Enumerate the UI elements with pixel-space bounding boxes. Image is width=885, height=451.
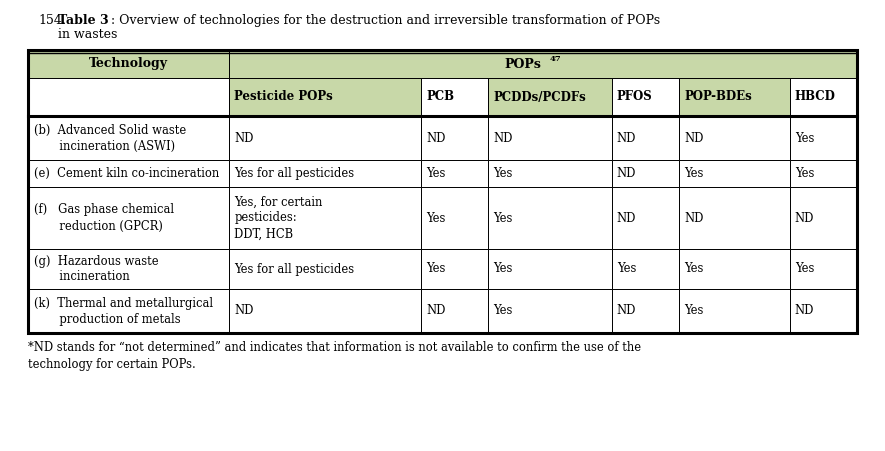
Text: ND: ND [795, 304, 814, 318]
Bar [421, 116, 489, 160]
Bar [679, 78, 789, 116]
Bar [229, 50, 857, 78]
Text: Yes: Yes [493, 304, 512, 318]
Bar [489, 187, 612, 249]
Text: PFOS: PFOS [617, 91, 652, 103]
Text: in wastes: in wastes [58, 28, 118, 41]
Bar [789, 78, 857, 116]
Bar [229, 249, 421, 289]
Text: Yes: Yes [426, 262, 445, 276]
Bar [229, 187, 421, 249]
Text: Technology: Technology [89, 57, 168, 70]
Bar [489, 116, 612, 160]
Text: Pesticide POPs: Pesticide POPs [235, 91, 333, 103]
Text: Yes for all pesticides: Yes for all pesticides [235, 167, 354, 180]
Bar [28, 116, 229, 160]
Text: Yes: Yes [684, 262, 704, 276]
Text: PCB: PCB [426, 91, 454, 103]
Text: 47: 47 [550, 55, 561, 63]
Text: Yes: Yes [493, 262, 512, 276]
Text: PCDDs/PCDFs: PCDDs/PCDFs [493, 91, 586, 103]
Text: Yes: Yes [684, 304, 704, 318]
Text: *ND stands for “not determined” and indicates that information is not available : *ND stands for “not determined” and indi… [28, 341, 641, 371]
Bar [28, 160, 229, 187]
Bar [679, 116, 789, 160]
Bar [612, 116, 679, 160]
Bar [612, 289, 679, 333]
Text: (f)   Gas phase chemical
       reduction (GPCR): (f) Gas phase chemical reduction (GPCR) [34, 203, 174, 233]
Text: ND: ND [493, 132, 512, 144]
Bar [789, 289, 857, 333]
Text: (g)  Hazardous waste
       incineration: (g) Hazardous waste incineration [34, 254, 158, 284]
Bar [612, 160, 679, 187]
Bar [421, 289, 489, 333]
Bar [489, 289, 612, 333]
Bar [28, 289, 229, 333]
Bar [679, 160, 789, 187]
Text: Yes: Yes [426, 167, 445, 180]
Text: Yes: Yes [795, 132, 814, 144]
Text: (b)  Advanced Solid waste
       incineration (ASWI): (b) Advanced Solid waste incineration (A… [34, 124, 186, 152]
Text: ND: ND [617, 304, 636, 318]
Text: Yes: Yes [795, 167, 814, 180]
Bar [789, 187, 857, 249]
Text: HBCD: HBCD [795, 91, 835, 103]
Text: ND: ND [235, 304, 253, 318]
Bar [679, 249, 789, 289]
Bar [789, 116, 857, 160]
Text: Table 3: Table 3 [58, 14, 109, 27]
Bar [489, 249, 612, 289]
Text: ND: ND [795, 212, 814, 225]
Text: Yes: Yes [617, 262, 636, 276]
Bar [421, 160, 489, 187]
Text: ND: ND [235, 132, 253, 144]
Text: Yes: Yes [493, 167, 512, 180]
Bar [789, 249, 857, 289]
Bar [612, 187, 679, 249]
Text: ND: ND [617, 132, 636, 144]
Text: POP-BDEs: POP-BDEs [684, 91, 752, 103]
Bar [612, 249, 679, 289]
Text: ND: ND [684, 212, 704, 225]
Bar [612, 78, 679, 116]
Bar [229, 78, 421, 116]
Text: Yes: Yes [493, 212, 512, 225]
Bar [229, 160, 421, 187]
Bar [28, 78, 229, 116]
Bar [229, 289, 421, 333]
Bar [679, 289, 789, 333]
Text: ND: ND [617, 212, 636, 225]
Text: (e)  Cement kiln co-incineration: (e) Cement kiln co-incineration [34, 167, 219, 180]
Text: Yes: Yes [795, 262, 814, 276]
Bar [421, 249, 489, 289]
Bar [679, 187, 789, 249]
Text: ND: ND [426, 132, 445, 144]
Bar [489, 160, 612, 187]
Text: Yes: Yes [426, 212, 445, 225]
Bar [421, 78, 489, 116]
Bar [28, 50, 857, 333]
Text: : Overview of technologies for the destruction and irreversible transformation o: : Overview of technologies for the destr… [111, 14, 660, 27]
Bar [28, 249, 229, 289]
Bar [28, 50, 229, 78]
Bar [789, 160, 857, 187]
Text: ND: ND [617, 167, 636, 180]
Text: Yes for all pesticides: Yes for all pesticides [235, 262, 354, 276]
Text: ND: ND [684, 132, 704, 144]
Bar [421, 187, 489, 249]
Text: (k)  Thermal and metallurgical
       production of metals: (k) Thermal and metallurgical production… [34, 296, 213, 326]
Bar [229, 116, 421, 160]
Text: ND: ND [426, 304, 445, 318]
Text: Yes, for certain
pesticides:
DDT, HCB: Yes, for certain pesticides: DDT, HCB [235, 195, 322, 240]
Text: 154.: 154. [38, 14, 65, 27]
Bar [489, 78, 612, 116]
Text: POPs: POPs [504, 57, 541, 70]
Bar [28, 187, 229, 249]
Text: Yes: Yes [684, 167, 704, 180]
